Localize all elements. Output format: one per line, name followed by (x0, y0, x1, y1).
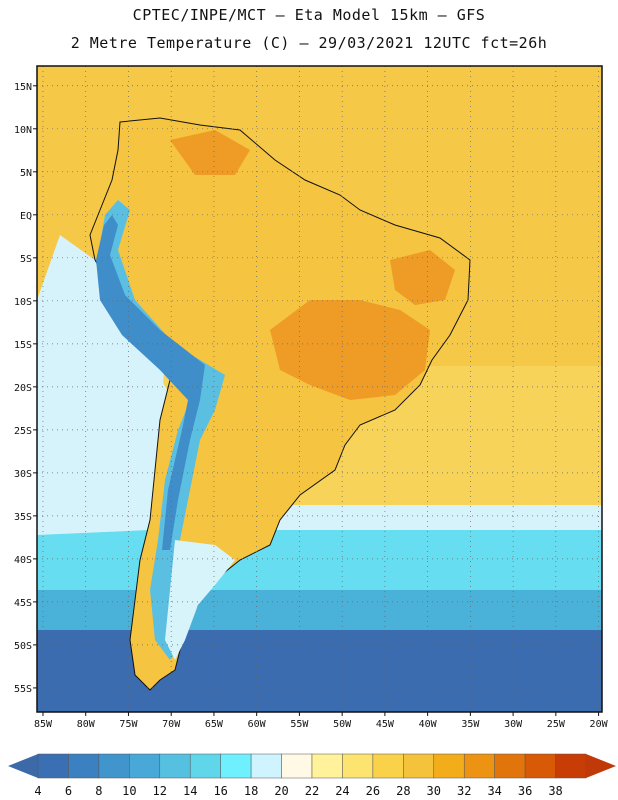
colorbar-label: 28 (396, 784, 410, 798)
colorbar-label: 24 (335, 784, 349, 798)
colorbar-label: 34 (487, 784, 501, 798)
colorbar-over-arrow (586, 754, 616, 778)
lat-label: 45S (14, 598, 32, 609)
colorbar-label: 32 (457, 784, 471, 798)
colorbar-label: 8 (95, 784, 102, 798)
lon-label: 50W (333, 719, 352, 730)
lat-label: EQ (20, 211, 32, 222)
latitude-labels: 15N 10N 5N EQ 5S 10S 15S 20S 25S 30S 35S 40S 45S 50S 5… (14, 82, 32, 695)
lon-label: 35W (461, 719, 480, 730)
lat-label: 10N (14, 125, 32, 136)
patagonia-cool-region (165, 540, 235, 660)
ocean-coldest-area (37, 630, 602, 712)
lon-label: 60W (248, 719, 267, 730)
colorbar-label: 16 (213, 784, 227, 798)
lon-label: 80W (77, 719, 96, 730)
colorbar-swatch (433, 753, 465, 779)
colorbar-swatch (159, 753, 191, 779)
colorbar-under-arrow (8, 754, 38, 778)
colorbar-swatch (524, 753, 556, 779)
lon-label: 25W (547, 719, 566, 730)
ocean-cold-area (37, 590, 602, 635)
colorbar-swatch (342, 753, 374, 779)
colorbar-swatch (463, 753, 495, 779)
lon-label: 40W (419, 719, 438, 730)
colorbar-swatch (311, 753, 343, 779)
lon-label: 85W (34, 719, 53, 730)
lat-label: 10S (14, 297, 32, 308)
lon-label: 30W (504, 719, 523, 730)
colorbar-swatch (555, 753, 587, 779)
colorbar-swatch (281, 753, 313, 779)
ocean-cool-area (37, 530, 602, 595)
map-title-line1: CPTEC/INPE/MCT – Eta Model 15km – GFS (132, 6, 486, 24)
longitude-labels: 85W 80W 75W 70W 65W 60W 55W 50W 45W 40W 35W 30W 25W 2… (34, 719, 609, 730)
graticule (33, 66, 602, 716)
colorbar-label: 14 (183, 784, 197, 798)
colorbar-label: 22 (305, 784, 319, 798)
colorbar-swatch (189, 753, 221, 779)
lat-label: 15S (14, 340, 32, 351)
lat-label: 50S (14, 641, 32, 652)
colorbar-label: 38 (548, 784, 562, 798)
colorbar: 4 6 8 10 12 14 16 18 20 22 24 26 28 30 32 34 36 38 (8, 753, 616, 798)
colorbar-label: 26 (366, 784, 380, 798)
lon-label: 45W (376, 719, 395, 730)
colorbar-swatch (37, 753, 69, 779)
lat-label: 5N (20, 168, 32, 179)
hot-region-northeast (390, 250, 455, 305)
lat-label: 30S (14, 469, 32, 480)
colorbar-label: 10 (122, 784, 136, 798)
lon-label: 55W (290, 719, 309, 730)
pacific-coastal-cool-water (37, 235, 165, 470)
colorbar-label: 6 (65, 784, 72, 798)
colorbar-swatch (403, 753, 435, 779)
colorbar-swatch (98, 753, 130, 779)
hot-region-north (170, 130, 250, 175)
colorbar-label: 30 (427, 784, 441, 798)
colorbar-swatch (68, 753, 100, 779)
lat-label: 20S (14, 383, 32, 394)
colorbar-swatch (129, 753, 161, 779)
colorbar-label: 4 (34, 784, 41, 798)
colorbar-swatch (250, 753, 282, 779)
lat-label: 25S (14, 426, 32, 437)
colorbar-label: 12 (153, 784, 167, 798)
colorbar-label: 20 (274, 784, 288, 798)
map-frame (36, 65, 603, 713)
hot-region-central-brazil (270, 300, 430, 400)
lat-label: 15N (14, 82, 32, 93)
colorbar-swatch (220, 753, 252, 779)
lat-label: 55S (14, 684, 32, 695)
lat-label: 35S (14, 512, 32, 523)
colorbar-swatch (494, 753, 526, 779)
lat-label: 40S (14, 555, 32, 566)
colorbar-label: 36 (518, 784, 532, 798)
colorbar-label: 18 (244, 784, 258, 798)
lon-label: 75W (119, 719, 138, 730)
andes-coldest-core (96, 215, 205, 550)
colorbar-swatch (372, 753, 404, 779)
lon-label: 70W (162, 719, 181, 730)
lon-label: 65W (205, 719, 224, 730)
lat-label: 5S (20, 254, 32, 265)
map-title-line2: 2 Metre Temperature (C) – 29/03/2021 12U… (70, 34, 548, 52)
lon-label: 20W (590, 719, 609, 730)
